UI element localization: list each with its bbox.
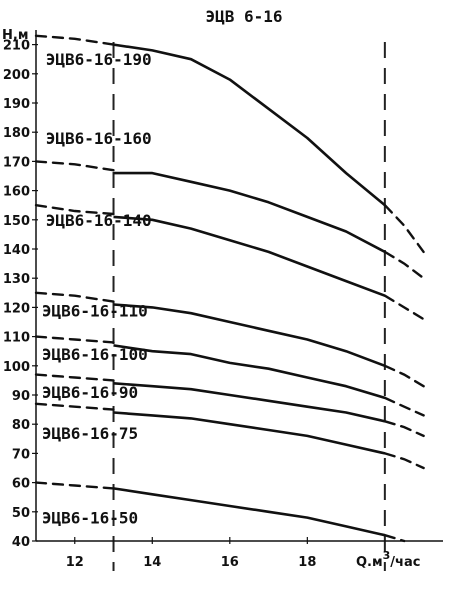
series-7-label: ЭЦВ6-16-50 (42, 509, 138, 528)
series-2-dashed-left (34, 204, 115, 216)
series-0-dashed-right (383, 204, 425, 254)
series-6-solid-line (113, 411, 386, 455)
series-5-solid-line (113, 382, 386, 423)
series-2-label: ЭЦВ6-16-140 (46, 211, 152, 230)
curve-labels-layer: ЭЦВ6-16-190 ЭЦВ6-16-160 ЭЦВ6-16-140 ЭЦВ6-16… (42, 50, 152, 527)
x-tick-label-14: 14 (143, 555, 161, 570)
series-2-solid-line (113, 215, 386, 297)
series-0-solid-line (113, 43, 386, 207)
y-tick-label-130: 130 (3, 272, 30, 287)
series-1-dashed-right (383, 250, 425, 280)
series-7-solid-line (113, 487, 386, 537)
y-tick-label-50: 50 (12, 506, 30, 521)
series-1-label: ЭЦВ6-16-160 (46, 129, 152, 148)
series-5-dashed-right (383, 420, 425, 438)
series-5-dashed-left (34, 373, 115, 382)
series-5-label: ЭЦВ6-16-90 (42, 383, 138, 402)
series-7-dashed-right (383, 534, 406, 543)
y-tick-label-190: 190 (3, 97, 30, 112)
series-6-dashed-right (383, 452, 425, 470)
series-0-label: ЭЦВ6-16-190 (46, 50, 152, 69)
y-tick-label-140: 140 (3, 243, 30, 258)
y-tick-label-160: 160 (3, 185, 30, 200)
y-axis-label: H,м (2, 28, 28, 43)
y-tick-label-70: 70 (12, 447, 30, 462)
y-tick-label-90: 90 (12, 389, 30, 404)
y-tick-label-110: 110 (3, 331, 30, 346)
series-0-dashed-left (34, 34, 115, 46)
y-tick-label-180: 180 (3, 126, 30, 141)
series-3-dashed-right (383, 364, 425, 388)
x-axis-label-base: Q.м (356, 555, 383, 570)
x-tick-label-12: 12 (66, 555, 84, 570)
x-tick-label-16: 16 (221, 555, 239, 570)
y-tick-label-100: 100 (3, 360, 30, 375)
x-tick-label-18: 18 (298, 555, 316, 570)
x-axis-label-suffix: /час (390, 555, 420, 570)
series-4-solid-line (113, 344, 386, 400)
chart-title: ЭЦВ 6-16 (205, 7, 282, 26)
y-tick-label-80: 80 (12, 418, 30, 433)
series-3-dashed-left (34, 291, 115, 303)
y-tick-label-60: 60 (12, 477, 30, 492)
x-axis-label: Q.м3/час (356, 549, 420, 570)
y-tick-label-120: 120 (3, 301, 30, 316)
series-3-label: ЭЦВ6-16-110 (42, 301, 148, 320)
y-tick-label-40: 40 (12, 535, 30, 550)
series-2-dashed-right (383, 294, 425, 321)
series-6-dashed-left (34, 402, 115, 411)
series-1-solid-line (113, 171, 386, 254)
series-4-dashed-right (383, 396, 425, 417)
series-1-dashed-left (34, 160, 115, 172)
series-7-dashed-left (34, 481, 115, 490)
marker-layer (112, 42, 386, 571)
x-axis-label-superscript: 3 (383, 549, 391, 562)
y-tick-label-210: 210 (3, 39, 30, 54)
series-3-solid-line (113, 303, 386, 368)
curves-layer (34, 34, 425, 543)
y-tick-label-200: 200 (3, 68, 30, 83)
ticks-layer: 40 50 60 70 80 90 100 110 120 130 140 150 160 170 180 1… (3, 39, 317, 570)
series-4-label: ЭЦВ6-16-100 (42, 345, 148, 364)
y-tick-label-150: 150 (3, 214, 30, 229)
series-4-dashed-left (34, 335, 115, 344)
series-6-label: ЭЦВ6-16-75 (42, 424, 138, 443)
y-tick-label-170: 170 (3, 155, 30, 170)
